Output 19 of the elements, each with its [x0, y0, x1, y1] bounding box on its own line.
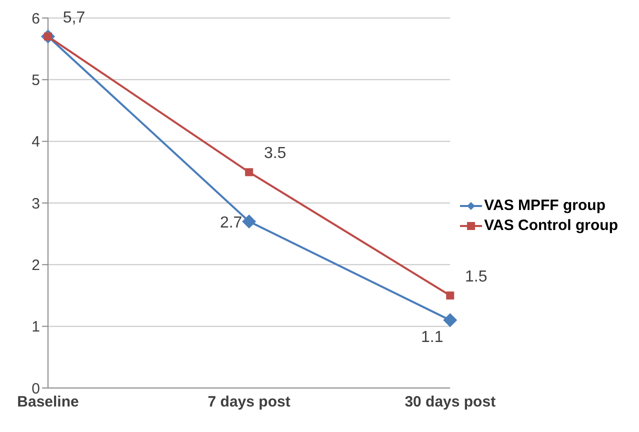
y-tick-label: 2 [32, 256, 40, 274]
y-tick-label: 4 [32, 134, 40, 151]
y-tick-label: 3 [32, 195, 40, 212]
data-label: 1.5 [465, 268, 488, 286]
data-label: 3.5 [264, 145, 286, 162]
data-label: 5,7 [62, 10, 86, 26]
y-tick-label: 5 [32, 72, 40, 89]
x-tick-label: 30 days post [404, 394, 496, 411]
y-tick-label: 1 [32, 318, 40, 336]
point [242, 214, 256, 228]
point [245, 168, 254, 176]
legend-label: VAS Control group [484, 217, 618, 234]
point [446, 292, 454, 300]
y-tick-label: 6 [32, 10, 40, 28]
x-tick-label: 7 days post [208, 394, 290, 411]
point [443, 313, 458, 328]
data-label: 1.1 [421, 329, 444, 346]
legend-label: VAS MPFF group [484, 197, 606, 214]
data-label: 2.7 [220, 214, 242, 232]
